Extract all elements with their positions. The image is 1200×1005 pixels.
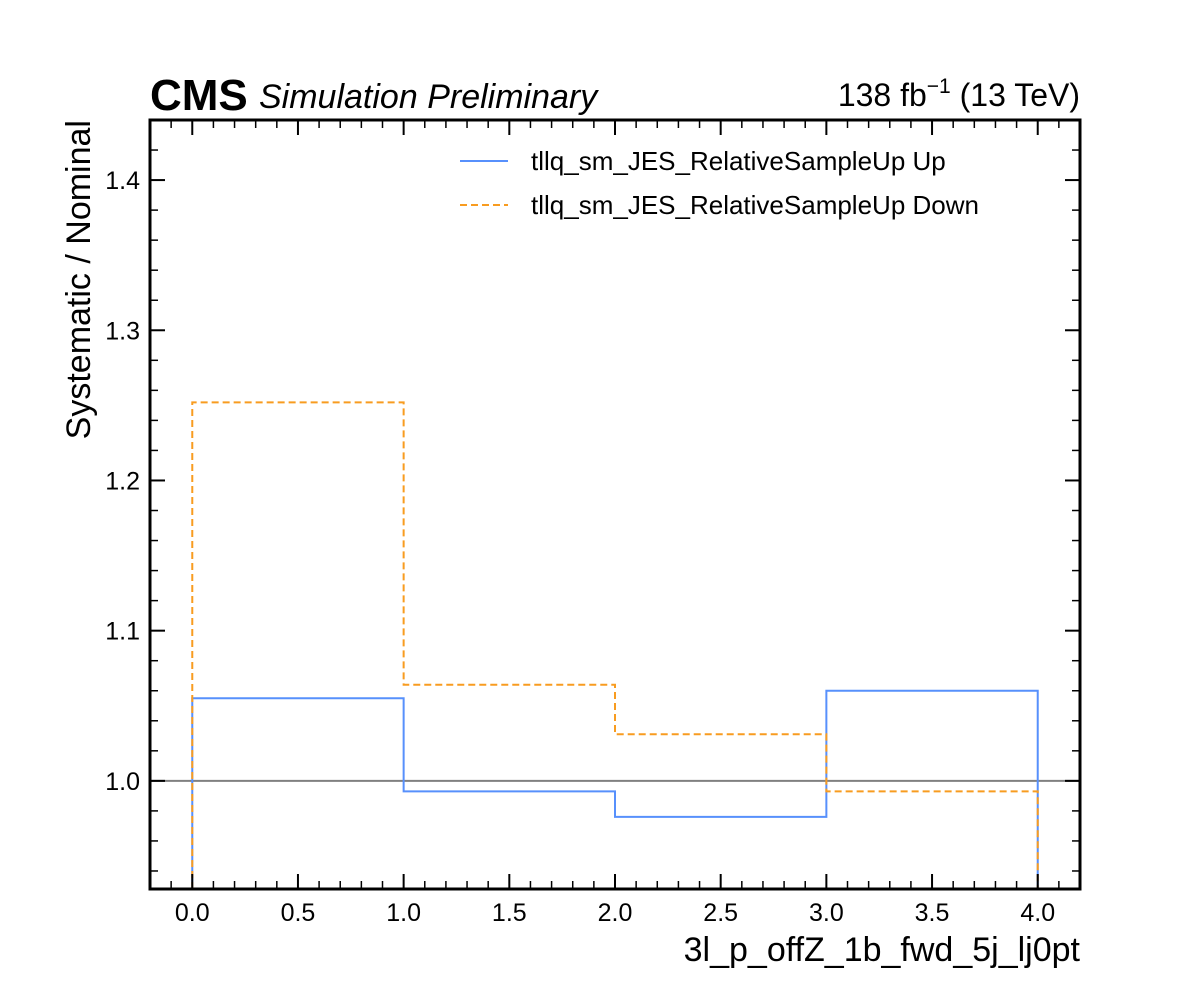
x-tick-label: 3.0 — [809, 899, 844, 927]
x-tick-label: 2.5 — [703, 899, 738, 927]
series-step-line-down — [191, 401, 1039, 889]
y-tick-label: 1.3 — [105, 317, 140, 345]
plot-frame — [148, 118, 1082, 891]
status-label: Simulation Preliminary — [259, 78, 599, 116]
luminosity-exponent: −1 — [927, 75, 951, 98]
y-tick-label: 1.0 — [105, 768, 140, 796]
axis-tick-labels: 0.0 0.5 1.0 1.5 2.0 2.5 3.0 3.5 4.0 1.0 1.1 1.2 1.3 1… — [105, 167, 1055, 927]
experiment-label: CMS — [150, 71, 248, 120]
series-step-line-up — [191, 689, 1039, 889]
luminosity-label: 138 fb−1 (13 TeV) — [838, 75, 1080, 113]
x-tick-label: 2.0 — [598, 899, 633, 927]
legend: tllq_sm_JES_RelativeSampleUp Up tllq_sm_… — [460, 146, 979, 220]
y-tick-label: 1.1 — [105, 618, 140, 646]
luminosity-value: 138 fb — [838, 77, 927, 113]
x-tick-label: 1.0 — [386, 899, 421, 927]
x-tick-label: 4.0 — [1020, 899, 1055, 927]
series-group — [191, 401, 1039, 889]
legend-label-down: tllq_sm_JES_RelativeSampleUp Down — [531, 190, 979, 220]
energy-label: (13 TeV) — [951, 77, 1080, 113]
x-tick-label: 0.5 — [281, 899, 316, 927]
axis-ticks — [150, 119, 1080, 889]
legend-label-up: tllq_sm_JES_RelativeSampleUp Up — [531, 146, 946, 176]
y-tick-label: 1.4 — [105, 167, 140, 195]
x-tick-label: 3.5 — [915, 899, 950, 927]
x-tick-label: 1.5 — [492, 899, 527, 927]
y-tick-label: 1.2 — [105, 467, 140, 495]
plot-area — [150, 401, 1080, 889]
y-axis-title: Systematic / Nominal — [60, 120, 98, 439]
x-tick-label: 0.0 — [175, 899, 210, 927]
x-axis-title: 3l_p_offZ_1b_fwd_5j_lj0pt — [684, 931, 1081, 969]
